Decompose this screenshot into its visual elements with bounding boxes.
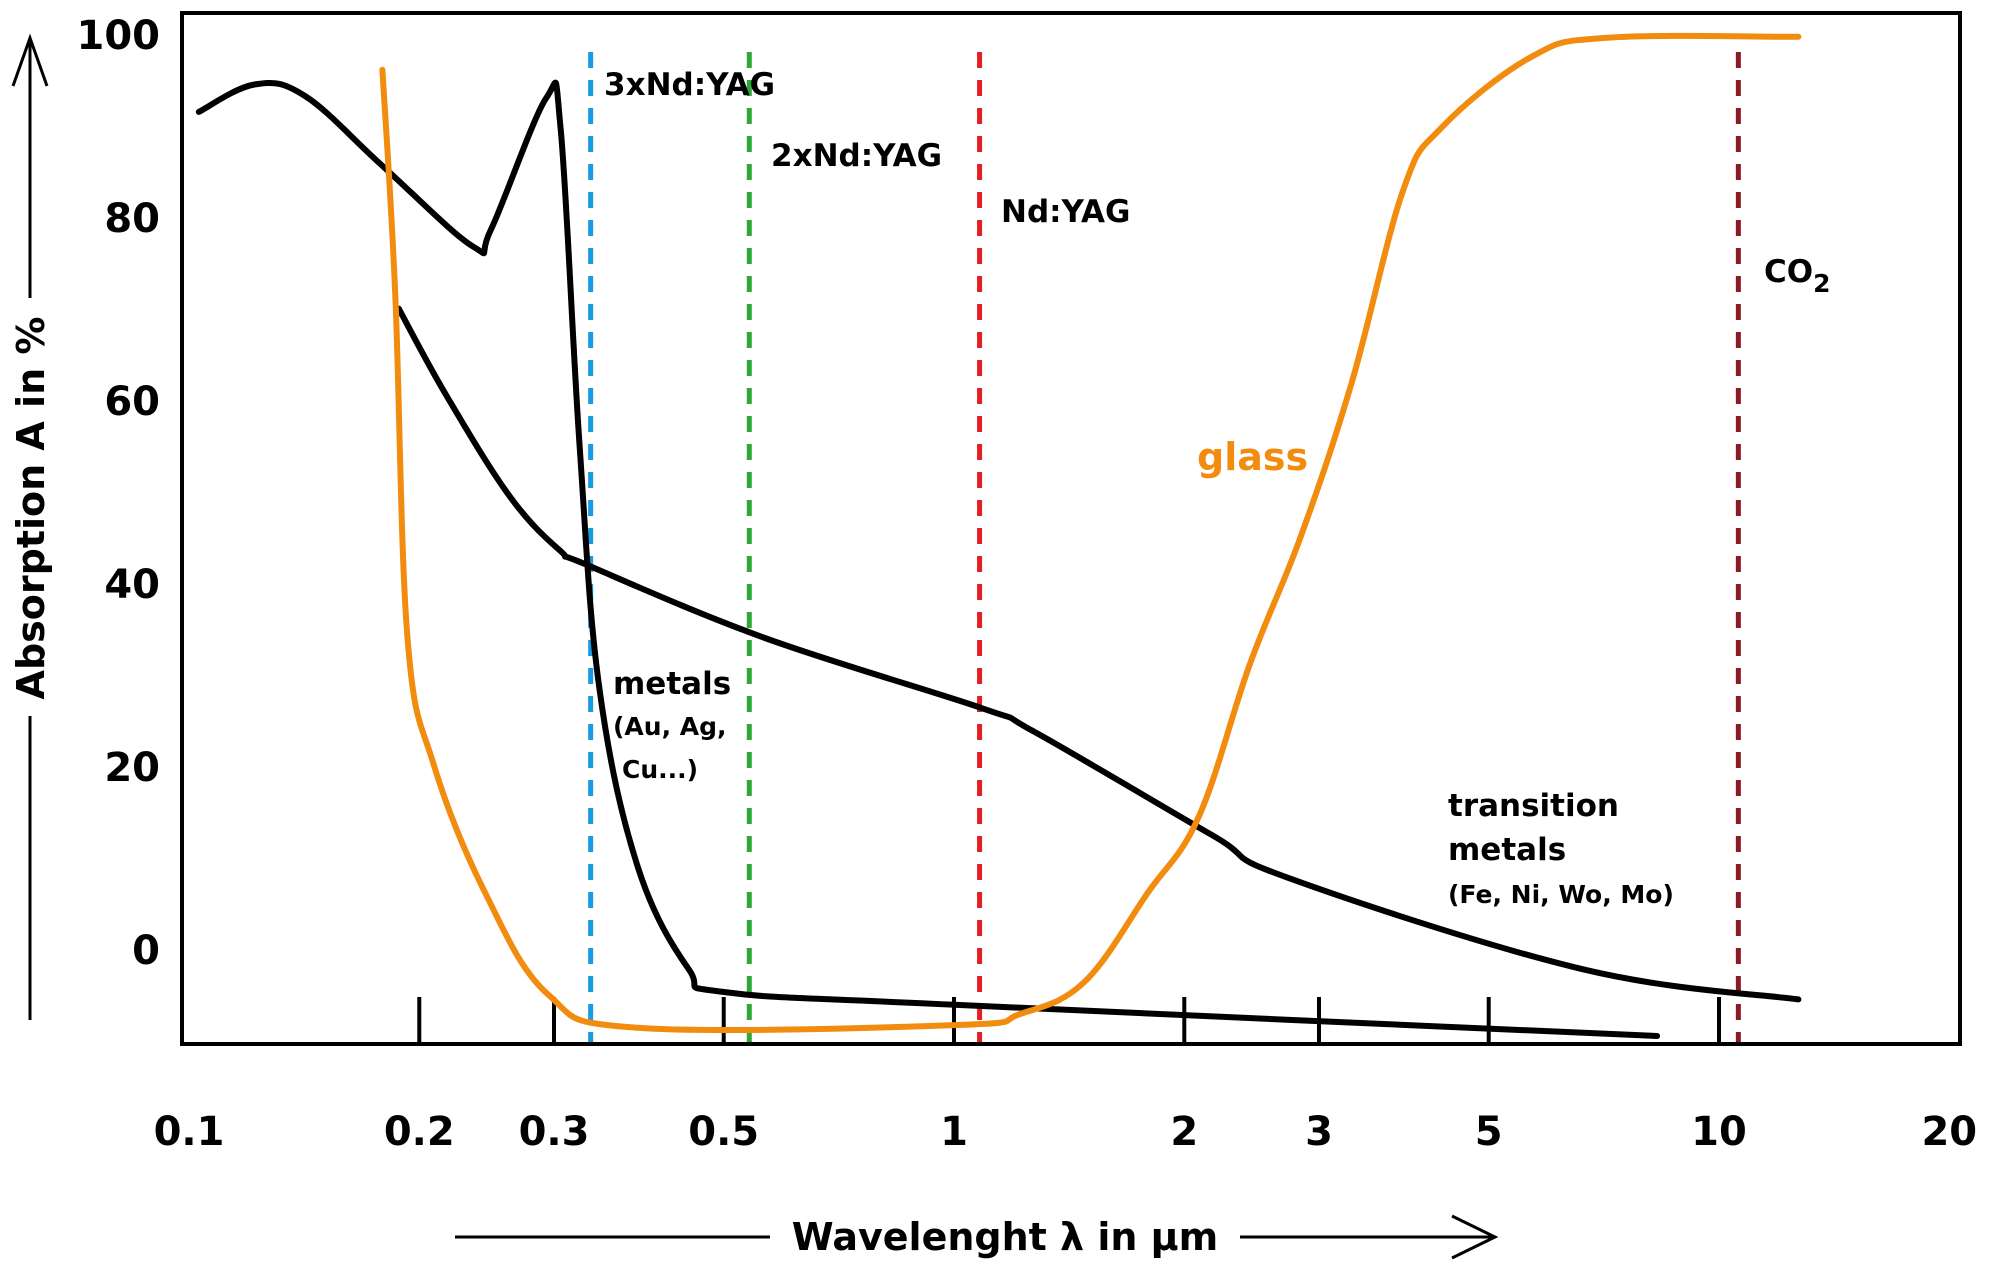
x-axis-title: Wavelenght λ in µm: [792, 1215, 1218, 1259]
x-tick-label: 0.1: [154, 1109, 225, 1155]
co2-subscript: 2: [1813, 269, 1830, 298]
transition-metals-sublabel: (Fe, Ni, Wo, Mo): [1448, 880, 1674, 909]
x-tick-label: 20: [1921, 1109, 1977, 1155]
x-tick-label: 5: [1475, 1109, 1503, 1155]
y-axis-title: Absorption A in %: [9, 317, 53, 700]
y-tick-labels: 100 80 60 40 20 0: [77, 13, 161, 974]
co2-main-text: CO: [1764, 254, 1813, 290]
y-tick-label: 80: [104, 196, 160, 242]
x-axis-arrow: [455, 1214, 1499, 1260]
metals-sublabel-2: Cu...): [622, 755, 698, 784]
y-axis-arrow: [11, 33, 49, 1020]
plot-frame: [180, 11, 1962, 1046]
laser-label-ndyag: Nd:YAG: [1001, 194, 1130, 230]
transition-metals-label-2: metals: [1448, 832, 1566, 868]
x-tick-label: 10: [1691, 1109, 1747, 1155]
x-tick-labels: 0.1 0.2 0.3 0.5 1 2 3 5 10 20: [154, 1109, 1978, 1155]
series-lines: [195, 32, 1802, 1039]
y-tick-label: 60: [104, 379, 160, 425]
laser-label-2x-ndyag: 2xNd:YAG: [771, 138, 942, 174]
y-tick-label: 0: [132, 928, 160, 974]
x-tick-label: 0.2: [384, 1109, 455, 1155]
glass-label: glass: [1197, 435, 1308, 479]
x-tick-label: 0.3: [519, 1109, 590, 1155]
metals-sublabel-1: (Au, Ag,: [613, 712, 727, 741]
y-tick-label: 40: [104, 562, 160, 608]
series-line-metals: [195, 79, 1661, 1039]
transition-metals-label-1: transition: [1448, 788, 1619, 824]
laser-label-3x-ndyag: 3xNd:YAG: [604, 67, 775, 103]
x-tick-label: 0.5: [688, 1109, 759, 1155]
laser-label-co2: CO2: [1764, 254, 1831, 298]
laser-lines: [588, 52, 1741, 1042]
x-tick-label: 2: [1170, 1109, 1198, 1155]
x-tick-marks: [417, 997, 1721, 1044]
series-line-glass: [379, 32, 1802, 1034]
x-tick-label: 1: [940, 1109, 968, 1155]
series-line-transition-metals: [395, 305, 1802, 1003]
y-tick-label: 100: [77, 13, 161, 59]
y-tick-label: 20: [104, 745, 160, 791]
x-tick-label: 3: [1305, 1109, 1333, 1155]
metals-label: metals: [613, 666, 731, 702]
